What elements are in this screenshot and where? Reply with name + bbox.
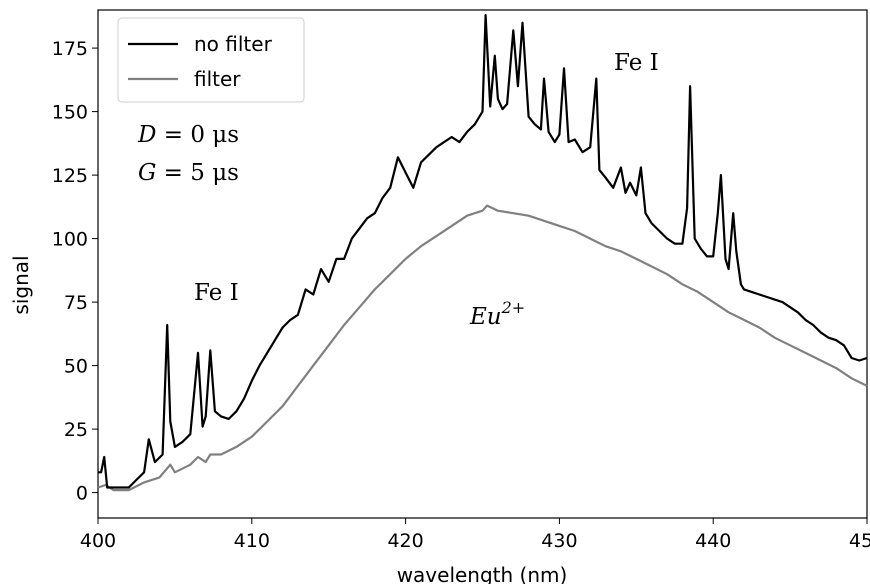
annotation-eu-sup: 2+ — [501, 298, 526, 317]
annotation-gate-rest: = 5 μs — [156, 160, 239, 186]
legend-label-no-filter: no filter — [194, 32, 273, 56]
y-tick-label: 0 — [76, 483, 88, 505]
legend: no filter filter — [117, 17, 305, 103]
x-tick-label: 400 — [80, 530, 116, 552]
x-axis: 400 410 420 430 440 450 — [80, 518, 870, 552]
legend-box — [117, 17, 305, 103]
legend-label-filter: filter — [194, 67, 241, 91]
y-tick-label: 75 — [64, 292, 88, 314]
series-layer — [97, 14, 868, 492]
annotation-gate-var: G — [138, 160, 156, 186]
y-tick-label: 50 — [64, 356, 88, 378]
x-tick-label: 420 — [387, 530, 423, 552]
x-tick-label: 430 — [541, 530, 577, 552]
x-axis-label: wavelength (nm) — [397, 563, 568, 584]
y-tick-label: 100 — [52, 229, 88, 251]
annotation-delay-rest: = 0 μs — [156, 122, 239, 148]
y-tick-label: 25 — [64, 419, 88, 441]
y-tick-label: 150 — [52, 102, 88, 124]
annotation-delay: D = 0 μs — [137, 122, 239, 148]
series-line-no-filter — [98, 14, 868, 489]
annotation-fe-right: Fe I — [614, 50, 659, 76]
x-tick-label: 450 — [849, 530, 870, 552]
y-tick-label: 175 — [52, 38, 88, 60]
x-tick-label: 440 — [695, 530, 731, 552]
y-axis-label: signal — [9, 255, 33, 314]
y-axis: 0 25 50 75 100 125 150 175 — [52, 38, 98, 505]
annotation-gate: G = 5 μs — [138, 160, 239, 186]
y-tick-label: 125 — [52, 165, 88, 187]
annotation-delay-var: D — [137, 122, 156, 148]
annotation-fe-left: Fe I — [194, 280, 239, 306]
x-tick-label: 410 — [234, 530, 270, 552]
annotation-eu: Eu2+ — [469, 298, 525, 330]
series-line-filter — [97, 204, 868, 492]
plot-frame — [97, 9, 868, 519]
annotation-eu-base: Eu — [469, 304, 502, 330]
